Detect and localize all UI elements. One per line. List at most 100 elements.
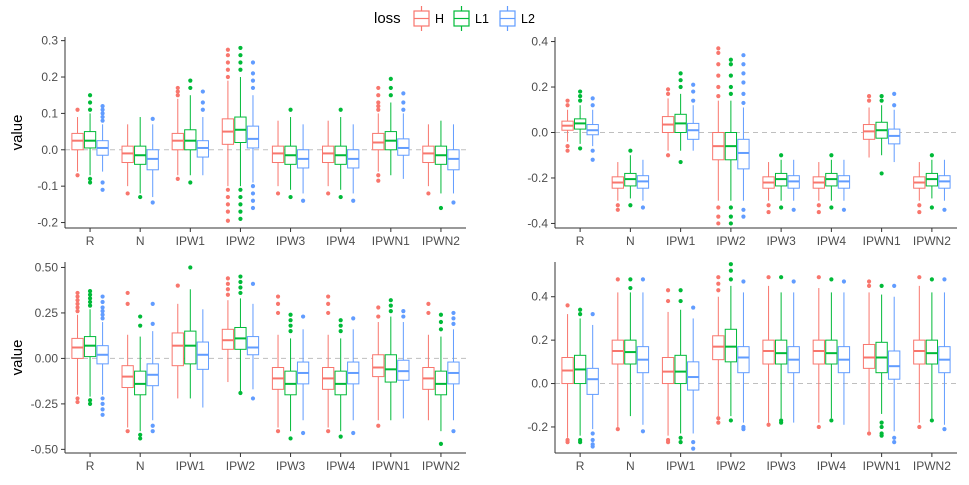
- outlier-point: [716, 420, 721, 425]
- outlier-point: [225, 60, 231, 65]
- outlier-point: [829, 153, 834, 158]
- outlier-point: [892, 435, 897, 440]
- outlier-point: [816, 424, 821, 430]
- outlier-point: [376, 173, 381, 178]
- outlier-point: [225, 47, 231, 52]
- outlier-point: [741, 71, 746, 76]
- box-body: [661, 357, 675, 385]
- outlier-point: [791, 207, 796, 212]
- box-body: [812, 339, 825, 365]
- outlier-point: [326, 294, 331, 299]
- outlier-point: [87, 100, 93, 105]
- box-l1-ipw1: [184, 265, 197, 399]
- panel-top-right: 0.4 0.2 0.0 -0.2 -0.4 R N IPW1 IPW2 IPW3 IPW4 IPWN1…: [527, 35, 957, 248]
- outlier-point: [578, 94, 583, 99]
- outlier-point: [75, 305, 80, 310]
- outlier-point: [678, 435, 683, 440]
- box-l2-ipwn2: [447, 310, 460, 434]
- box-l1-n: [624, 277, 637, 417]
- box-l2-n: [636, 159, 650, 210]
- outlier-point: [87, 176, 93, 181]
- outlier-point: [728, 221, 733, 226]
- outlier-point: [678, 288, 683, 293]
- box-h-ipw2: [712, 46, 725, 226]
- outlier-point: [100, 412, 105, 417]
- x-tick-label: IPW3: [766, 234, 796, 248]
- box-h-ipwn1: [862, 279, 876, 436]
- box-l2-n: [146, 301, 159, 434]
- box-l2-ipw3: [787, 159, 800, 212]
- x-tick-label: IPW2: [716, 234, 746, 248]
- box-l1-n: [624, 148, 637, 208]
- box-l2-ipw1: [687, 305, 700, 451]
- x-tick-label: R: [576, 459, 585, 473]
- box-h-ipwn2: [913, 162, 926, 215]
- outlier-point: [741, 214, 746, 219]
- outlier-point: [866, 279, 872, 284]
- outlier-point: [300, 430, 306, 436]
- box-l1-r: [573, 307, 587, 445]
- outlier-point: [565, 144, 570, 149]
- box-body: [737, 346, 750, 374]
- box-l1-ipwn2: [925, 153, 939, 210]
- box-l1-ipw4: [825, 153, 838, 210]
- outlier-point: [150, 423, 155, 428]
- box-l2-ipwn1: [888, 91, 901, 163]
- outlier-point: [892, 440, 897, 445]
- x-tick-label: IPW3: [276, 459, 306, 473]
- outlier-point: [741, 80, 746, 85]
- x-tick-label: IPWN1: [372, 234, 410, 248]
- outlier-point: [188, 180, 193, 185]
- outlier-point: [326, 429, 331, 434]
- outlier-point: [728, 205, 733, 210]
- box-h-ipw4: [812, 275, 825, 430]
- outlier-point: [100, 299, 105, 305]
- outlier-point: [691, 89, 696, 94]
- box-body: [888, 350, 901, 380]
- outlier-point: [100, 312, 105, 317]
- x-tick-label: IPWN1: [863, 234, 901, 248]
- outlier-point: [829, 418, 834, 423]
- outlier-point: [716, 275, 721, 280]
- box-body: [913, 339, 926, 365]
- outlier-point: [451, 316, 456, 321]
- outlier-point: [75, 309, 80, 314]
- outlier-point: [351, 316, 356, 321]
- box-l1-ipw2: [234, 45, 247, 222]
- outlier-point: [917, 209, 922, 215]
- x-tick-label: IPW1: [666, 459, 696, 473]
- outlier-point: [716, 416, 721, 421]
- outlier-point: [879, 283, 884, 288]
- outlier-point: [87, 398, 93, 403]
- box-l1-ipw2: [724, 262, 738, 423]
- box-l1-r: [83, 289, 97, 406]
- y-tick-label: -0.25: [31, 397, 59, 411]
- box-l2-ipwn2: [938, 277, 951, 432]
- outlier-point: [300, 314, 306, 319]
- outlier-point: [326, 301, 331, 306]
- outlier-point: [590, 431, 595, 436]
- outlier-point: [125, 301, 130, 306]
- box-h-r: [71, 107, 84, 178]
- x-tick-label: IPWN2: [422, 459, 460, 473]
- box-l1-ipw2: [234, 274, 247, 396]
- outlier-point: [401, 91, 406, 96]
- box-h-n: [611, 162, 624, 212]
- outlier-point: [125, 290, 130, 296]
- box-body: [611, 339, 624, 365]
- outlier-point: [288, 107, 293, 112]
- x-tick-label: IPW4: [326, 234, 356, 248]
- box-l2-ipw2: [737, 53, 750, 219]
- outlier-point: [741, 62, 746, 67]
- outlier-point: [338, 323, 343, 328]
- outlier-point: [590, 444, 595, 449]
- legend-key-h: H: [413, 6, 444, 31]
- outlier-point: [678, 71, 683, 76]
- outlier-point: [225, 202, 231, 207]
- outlier-point: [238, 187, 243, 192]
- outlier-point: [590, 437, 595, 443]
- outlier-point: [138, 436, 143, 441]
- outlier-point: [300, 198, 306, 203]
- x-tick-label: IPW3: [276, 234, 306, 248]
- outlier-point: [841, 207, 847, 212]
